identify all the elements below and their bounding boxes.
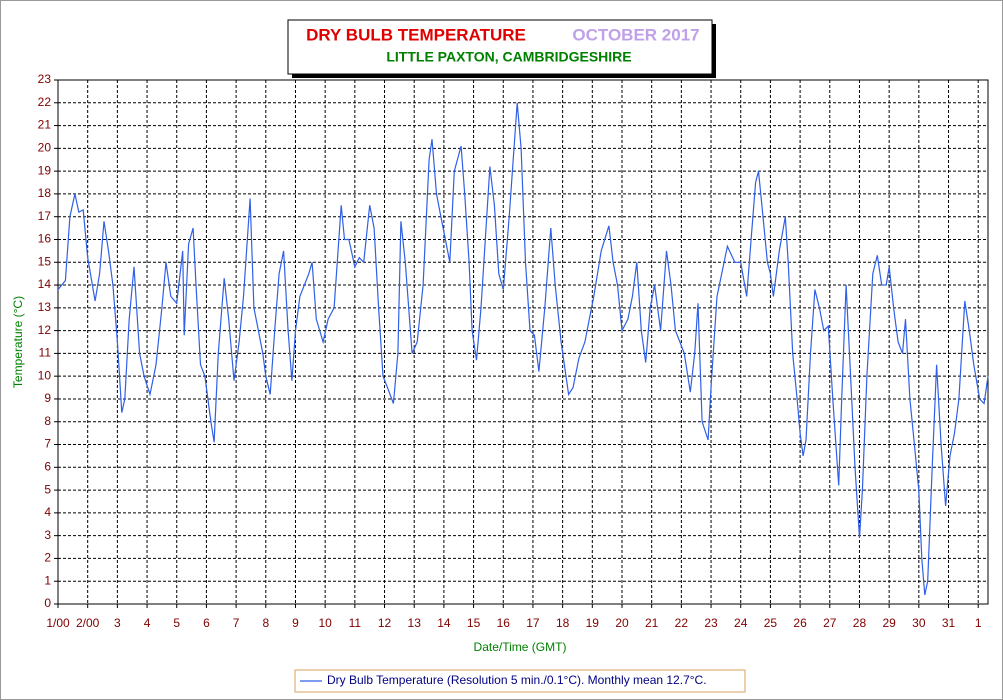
y-tick-label: 3 <box>44 528 51 542</box>
y-tick-label: 20 <box>38 141 52 155</box>
y-tick-label: 16 <box>38 232 52 246</box>
title-box <box>287 19 713 75</box>
x-tick-label: 27 <box>823 616 837 630</box>
x-tick-label: 17 <box>526 616 540 630</box>
y-tick-label: 21 <box>38 118 52 132</box>
y-tick-label: 17 <box>38 209 52 223</box>
plot-frame <box>57 79 989 605</box>
x-tick-label: 14 <box>437 616 451 630</box>
y-tick-label: 0 <box>44 596 51 610</box>
x-tick-label: 24 <box>734 616 748 630</box>
chart-subtitle: LITTLE PAXTON, CAMBRIDGESHIRE <box>386 49 631 65</box>
x-tick-label: 28 <box>853 616 867 630</box>
y-tick-label: 14 <box>38 277 52 291</box>
x-tick-label: 1 <box>975 616 982 630</box>
y-tick-label: 15 <box>38 254 52 268</box>
x-tick-label: 21 <box>645 616 659 630</box>
x-tick-label: 23 <box>704 616 718 630</box>
x-tick-label: 29 <box>882 616 896 630</box>
y-tick-label: 1 <box>44 573 51 587</box>
x-tick-label: 19 <box>586 616 600 630</box>
x-tick-label: 8 <box>262 616 269 630</box>
x-tick-label: 20 <box>615 616 629 630</box>
x-tick-label: 7 <box>233 616 240 630</box>
y-tick-label: 2 <box>44 551 51 565</box>
y-tick-label: 23 <box>38 72 52 86</box>
x-tick-label: 1/00 <box>46 616 70 630</box>
x-tick-label: 18 <box>556 616 570 630</box>
y-tick-label: 18 <box>38 186 52 200</box>
y-tick-label: 8 <box>44 414 51 428</box>
x-tick-label: 13 <box>408 616 422 630</box>
x-tick-label: 2/00 <box>76 616 100 630</box>
y-tick-label: 19 <box>38 163 52 177</box>
x-tick-label: 26 <box>793 616 807 630</box>
x-tick-label: 5 <box>173 616 180 630</box>
y-tick-label: 9 <box>44 391 51 405</box>
x-tick-label: 11 <box>349 616 362 630</box>
chart-period: OCTOBER 2017 <box>572 25 699 44</box>
x-tick-label: 10 <box>318 616 332 630</box>
legend-label: Dry Bulb Temperature (Resolution 5 min./… <box>327 673 707 687</box>
x-tick-label: 30 <box>912 616 926 630</box>
y-tick-label: 10 <box>38 368 52 382</box>
x-tick-label: 22 <box>675 616 689 630</box>
x-tick-label: 3 <box>114 616 121 630</box>
x-tick-label: 12 <box>378 616 392 630</box>
y-tick-label: 13 <box>38 300 52 314</box>
y-tick-label: 22 <box>38 95 52 109</box>
y-tick-label: 5 <box>44 482 51 496</box>
x-tick-label: 4 <box>144 616 151 630</box>
x-tick-label: 15 <box>467 616 481 630</box>
legend-box <box>294 669 746 693</box>
y-tick-label: 7 <box>44 437 51 451</box>
x-tick-label: 9 <box>292 616 299 630</box>
x-tick-label: 25 <box>764 616 778 630</box>
x-tick-label: 16 <box>497 616 511 630</box>
y-tick-label: 4 <box>44 505 51 519</box>
temperature-line <box>57 102 989 596</box>
x-tick-label: 6 <box>203 616 210 630</box>
y-tick-label: 11 <box>39 346 52 360</box>
x-axis-label: Date/Time (GMT) <box>474 640 567 654</box>
y-tick-label: 6 <box>44 459 51 473</box>
y-axis-label: Temperature (°C) <box>11 296 25 388</box>
y-tick-label: 12 <box>38 323 52 337</box>
x-tick-label: 31 <box>942 616 956 630</box>
chart-title: DRY BULB TEMPERATURE <box>306 25 526 44</box>
